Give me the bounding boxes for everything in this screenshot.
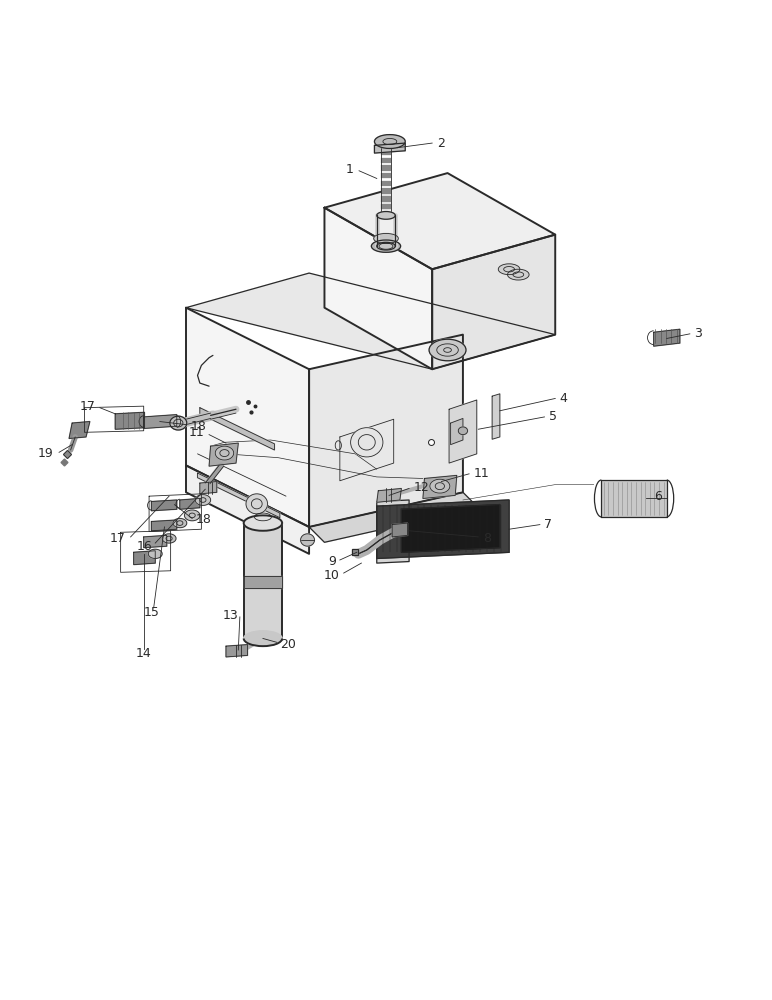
Polygon shape xyxy=(186,465,309,554)
Bar xyxy=(381,158,391,163)
Ellipse shape xyxy=(350,428,383,457)
Polygon shape xyxy=(180,498,200,509)
Polygon shape xyxy=(115,412,144,429)
Polygon shape xyxy=(432,235,555,369)
Text: 4: 4 xyxy=(560,392,567,405)
Text: 16: 16 xyxy=(137,540,152,553)
Polygon shape xyxy=(186,273,555,369)
Text: 13: 13 xyxy=(222,609,239,622)
Ellipse shape xyxy=(371,240,401,252)
Text: 6: 6 xyxy=(654,490,662,503)
Text: 19: 19 xyxy=(38,447,54,460)
Polygon shape xyxy=(493,394,499,439)
Bar xyxy=(381,181,391,186)
Text: 11: 11 xyxy=(188,426,205,439)
Ellipse shape xyxy=(374,233,398,243)
Ellipse shape xyxy=(246,494,268,514)
Ellipse shape xyxy=(429,339,466,361)
Polygon shape xyxy=(144,535,167,548)
Polygon shape xyxy=(401,505,499,552)
Ellipse shape xyxy=(185,510,200,521)
Ellipse shape xyxy=(173,518,187,528)
Polygon shape xyxy=(209,443,239,466)
Polygon shape xyxy=(374,143,405,153)
Text: 18: 18 xyxy=(191,420,206,433)
Polygon shape xyxy=(226,645,248,657)
Polygon shape xyxy=(377,500,409,563)
Polygon shape xyxy=(377,500,509,558)
Polygon shape xyxy=(449,400,477,463)
Text: 7: 7 xyxy=(544,518,553,531)
Polygon shape xyxy=(134,551,155,565)
Ellipse shape xyxy=(377,242,395,250)
Polygon shape xyxy=(324,208,432,369)
Polygon shape xyxy=(451,418,463,445)
Ellipse shape xyxy=(170,416,187,430)
Text: 3: 3 xyxy=(694,327,702,340)
Ellipse shape xyxy=(215,446,234,460)
Ellipse shape xyxy=(300,534,314,546)
Polygon shape xyxy=(654,329,680,346)
Polygon shape xyxy=(392,523,408,537)
Text: 5: 5 xyxy=(549,410,557,423)
Ellipse shape xyxy=(377,212,395,219)
Bar xyxy=(381,165,391,171)
Text: 9: 9 xyxy=(328,555,336,568)
Polygon shape xyxy=(151,500,177,511)
Ellipse shape xyxy=(498,264,520,275)
Text: 1: 1 xyxy=(346,163,354,176)
Polygon shape xyxy=(151,520,177,531)
Polygon shape xyxy=(186,308,309,527)
Bar xyxy=(381,188,391,194)
Text: 17: 17 xyxy=(80,400,95,413)
Polygon shape xyxy=(309,492,479,542)
Ellipse shape xyxy=(162,534,176,543)
Bar xyxy=(244,523,282,638)
Polygon shape xyxy=(200,408,275,450)
Ellipse shape xyxy=(430,479,450,493)
Ellipse shape xyxy=(374,135,405,148)
Bar xyxy=(381,173,391,178)
Bar xyxy=(601,480,667,517)
Polygon shape xyxy=(144,415,177,428)
Ellipse shape xyxy=(459,427,468,435)
Text: 11: 11 xyxy=(474,467,489,480)
Bar xyxy=(381,150,391,155)
Polygon shape xyxy=(324,173,555,269)
Text: 10: 10 xyxy=(324,569,340,582)
Text: 17: 17 xyxy=(110,532,126,545)
Text: 18: 18 xyxy=(195,513,211,526)
Text: 20: 20 xyxy=(279,638,296,651)
Text: 14: 14 xyxy=(136,647,151,660)
Ellipse shape xyxy=(244,515,282,531)
Ellipse shape xyxy=(195,495,211,505)
Ellipse shape xyxy=(507,269,529,280)
Polygon shape xyxy=(423,475,457,498)
Ellipse shape xyxy=(244,631,282,646)
Polygon shape xyxy=(200,482,217,494)
Polygon shape xyxy=(377,488,401,502)
Text: 2: 2 xyxy=(437,137,445,150)
Bar xyxy=(381,204,391,209)
Polygon shape xyxy=(309,335,463,527)
Ellipse shape xyxy=(148,549,162,558)
Polygon shape xyxy=(198,473,279,518)
Polygon shape xyxy=(69,422,90,438)
Text: 8: 8 xyxy=(483,532,491,545)
Text: 12: 12 xyxy=(414,481,429,494)
Bar xyxy=(381,196,391,202)
Polygon shape xyxy=(244,576,282,588)
Text: 15: 15 xyxy=(144,606,159,619)
